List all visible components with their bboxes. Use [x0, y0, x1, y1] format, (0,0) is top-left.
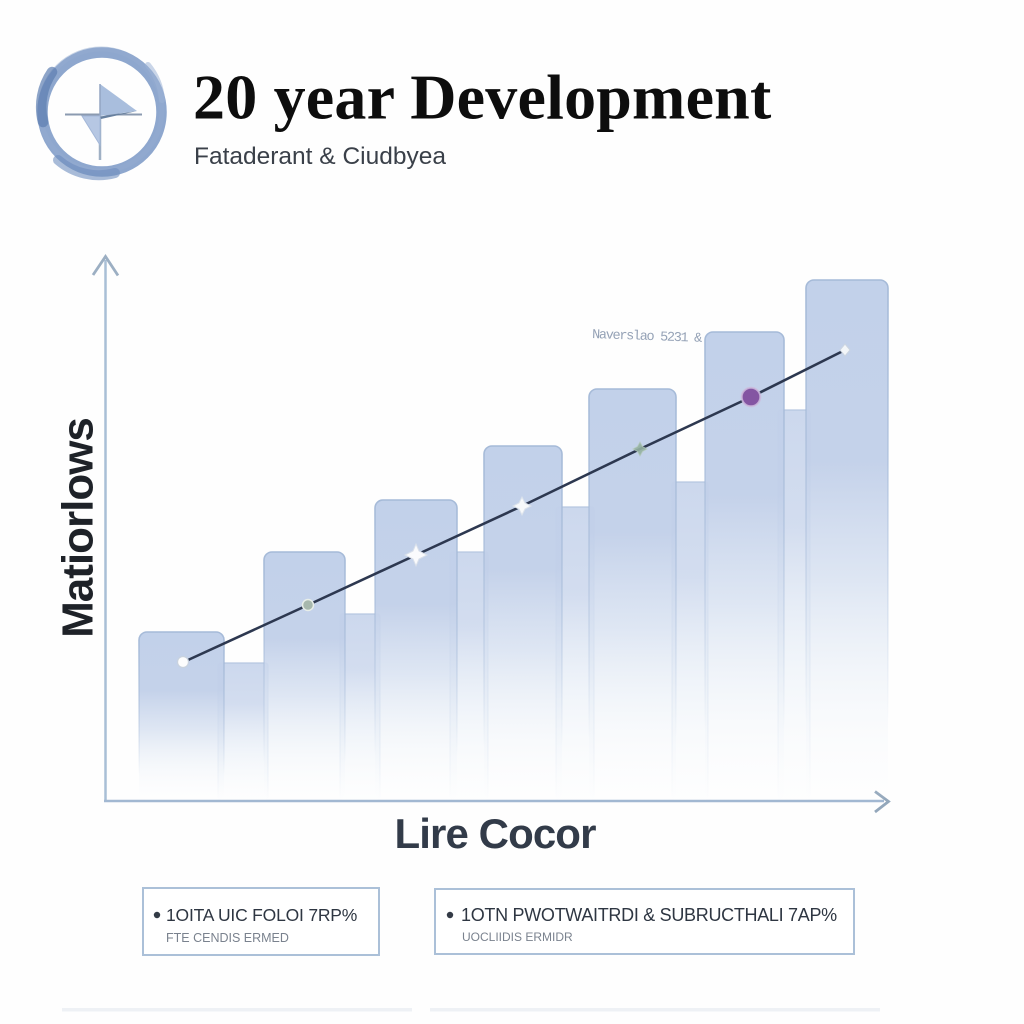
svg-text:1OTN PWOTWAITRDI & SUBRUCTHALI: 1OTN PWOTWAITRDI & SUBRUCTHALI 7AP% [461, 905, 837, 925]
svg-text:FTE CENDIS ERMED: FTE CENDIS ERMED [166, 931, 289, 945]
svg-text:20 year Development: 20 year Development [193, 62, 772, 133]
svg-text:Matiorlows: Matiorlows [54, 418, 103, 638]
svg-text:Lire Cocor: Lire Cocor [394, 810, 596, 857]
svg-text:UOCLIIDIS ERMIDR: UOCLIIDIS ERMIDR [462, 930, 573, 944]
svg-text:1OITA UIC FOLOI 7RP%: 1OITA UIC FOLOI 7RP% [166, 905, 357, 925]
svg-text:Fataderant & Ciudbyea: Fataderant & Ciudbyea [194, 143, 446, 170]
svg-text:Naverslao 5231 &: Naverslao 5231 & [592, 328, 702, 347]
